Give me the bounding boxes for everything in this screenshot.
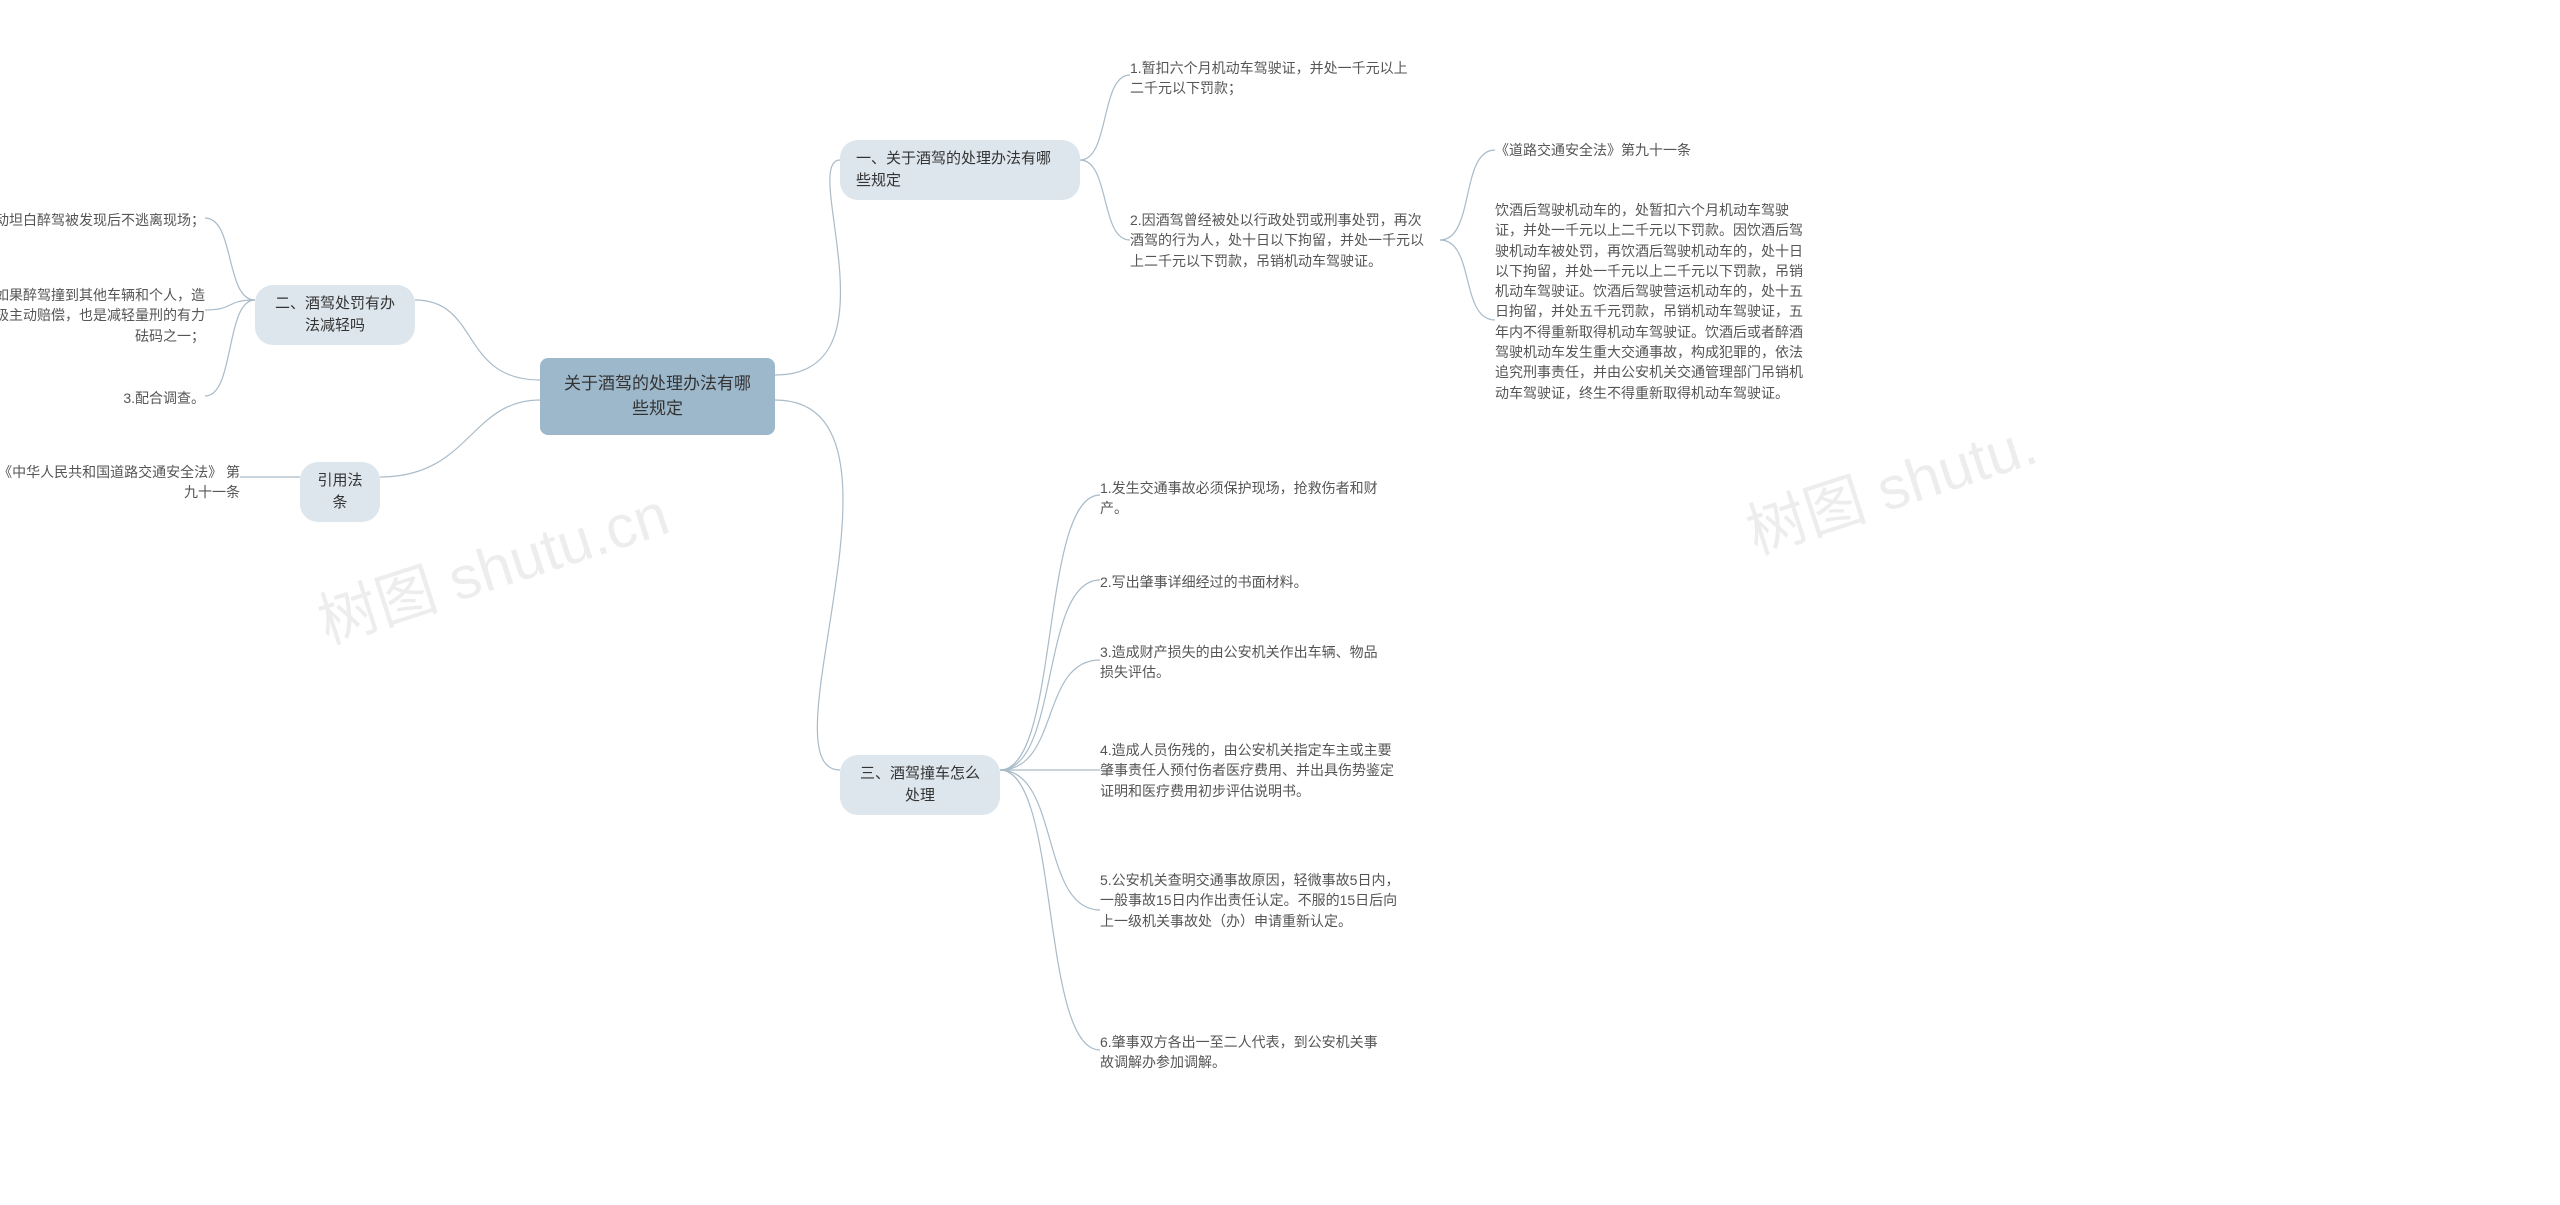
leaf-b1-2-2: 饮酒后驾驶机动车的，处暂扣六个月机动车驾驶证，并处一千元以上二千元以下罚款。因饮… (1495, 200, 1805, 403)
mindmap-connectors (0, 0, 2560, 1205)
leaf-b2-2: 2.积极赔偿如果醉驾撞到其他车辆和个人，造成损失，积极主动赔偿，也是减轻量刑的有… (0, 285, 205, 346)
branch-3[interactable]: 三、酒驾撞车怎么处理 (840, 755, 1000, 815)
root-node[interactable]: 关于酒驾的处理办法有哪些规定 (540, 358, 775, 435)
leaf-b3-3: 3.造成财产损失的由公安机关作出车辆、物品损失评估。 (1100, 642, 1380, 683)
leaf-b4-1: [1]《中华人民共和国道路交通安全法》 第九十一条 (0, 462, 240, 503)
leaf-b3-1: 1.发生交通事故必须保护现场，抢救伤者和财产。 (1100, 478, 1380, 519)
watermark: 树图 shutu. (1734, 396, 2046, 571)
leaf-b3-6: 6.肇事双方各出一至二人代表，到公安机关事故调解办参加调解。 (1100, 1032, 1380, 1073)
branch-4[interactable]: 引用法条 (300, 462, 380, 522)
leaf-b3-5: 5.公安机关查明交通事故原因，轻微事故5日内，一般事故15日内作出责任认定。不服… (1100, 870, 1400, 931)
leaf-b3-4: 4.造成人员伤残的，由公安机关指定车主或主要肇事责任人预付伤者医疗费用、并出具伤… (1100, 740, 1400, 801)
leaf-b2-1: 1.主动坦白醉驾被发现后不逃离现场； (0, 210, 205, 230)
leaf-b1-2-1: 《道路交通安全法》第九十一条 (1495, 140, 1775, 160)
branch-2[interactable]: 二、酒驾处罚有办法减轻吗 (255, 285, 415, 345)
leaf-b1-2: 2.因酒驾曾经被处以行政处罚或刑事处罚，再次酒驾的行为人，处十日以下拘留，并处一… (1130, 210, 1430, 271)
leaf-b1-1: 1.暂扣六个月机动车驾驶证，并处一千元以上二千元以下罚款； (1130, 58, 1410, 99)
leaf-b2-3: 3.配合调查。 (0, 388, 205, 408)
leaf-b3-2: 2.写出肇事详细经过的书面材料。 (1100, 572, 1380, 592)
branch-1[interactable]: 一、关于酒驾的处理办法有哪些规定 (840, 140, 1080, 200)
